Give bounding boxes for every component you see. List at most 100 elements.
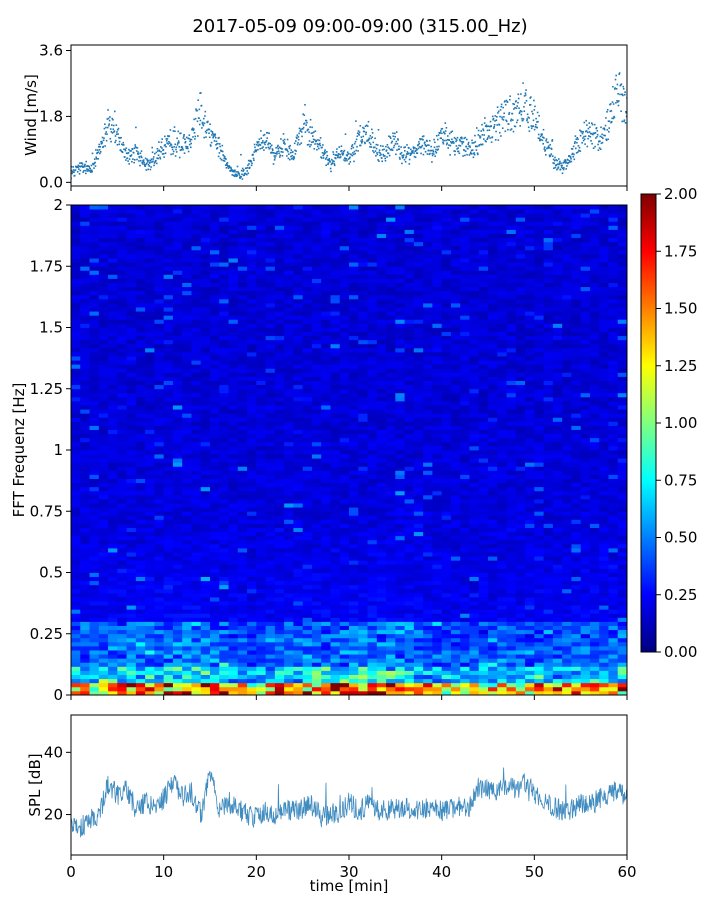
heatmap-cell	[117, 637, 127, 643]
wind-point	[292, 151, 294, 153]
wind-point	[159, 156, 161, 159]
wind-point	[130, 150, 132, 152]
wind-point	[274, 155, 277, 157]
heatmap-cell	[98, 307, 109, 312]
wind-point	[504, 103, 507, 106]
heatmap-cell	[200, 258, 211, 263]
heatmap-cell	[80, 576, 90, 582]
heatmap-cell	[293, 311, 304, 316]
heatmap-cell	[321, 405, 331, 410]
heatmap-cell	[80, 331, 90, 337]
heatmap-cell	[265, 674, 276, 680]
wind-point	[417, 144, 419, 146]
wind-point	[575, 152, 578, 154]
heatmap-cell	[154, 588, 165, 594]
heatmap-cell	[293, 597, 304, 602]
heatmap-cell	[247, 339, 257, 345]
heatmap-cell	[98, 323, 109, 328]
heatmap-cell	[200, 303, 211, 308]
heatmap-cell	[108, 674, 118, 680]
heatmap-cell	[330, 225, 341, 230]
heatmap-cell	[284, 376, 294, 381]
wind-point	[435, 152, 438, 154]
heatmap-cell	[108, 413, 118, 418]
heatmap-cell	[330, 507, 341, 512]
wind-point	[383, 148, 385, 151]
wind-point	[374, 150, 377, 152]
wind-point	[161, 153, 164, 155]
heatmap-cell	[293, 376, 304, 381]
heatmap-cell	[126, 564, 137, 569]
heatmap-cell	[247, 690, 257, 696]
heatmap-cell	[219, 290, 229, 296]
heatmap-cell	[265, 303, 276, 308]
heatmap-cell	[330, 584, 341, 590]
heatmap-cell	[126, 494, 137, 500]
heatmap-cell	[321, 588, 331, 594]
heatmap-cell	[311, 401, 322, 406]
wind-point	[217, 155, 220, 158]
heatmap-cell	[311, 568, 322, 573]
heatmap-cell	[284, 637, 294, 643]
heatmap-cell	[247, 429, 257, 435]
wind-point	[281, 155, 284, 157]
heatmap-cell	[200, 592, 211, 598]
wind-point	[191, 128, 194, 130]
heatmap-cell	[330, 445, 341, 451]
heatmap-cell	[191, 372, 202, 377]
heatmap-cell	[89, 641, 100, 647]
heatmap-cell	[311, 258, 322, 263]
heatmap-cell	[71, 470, 81, 475]
heatmap-cell	[311, 290, 322, 296]
heatmap-cell	[89, 535, 100, 541]
heatmap-cell	[163, 666, 174, 671]
heatmap-cell	[265, 597, 276, 602]
heatmap-cell	[126, 429, 137, 435]
heatmap-cell	[284, 466, 294, 471]
heatmap-cell	[71, 499, 81, 504]
heatmap-cell	[311, 278, 322, 283]
heatmap-cell	[219, 392, 229, 398]
heatmap-cell	[135, 245, 146, 251]
heatmap-cell	[330, 311, 341, 316]
wind-point	[160, 141, 163, 144]
wind-point	[329, 167, 332, 170]
heatmap-cell	[154, 609, 165, 614]
wind-point	[189, 138, 192, 141]
heatmap-cell	[98, 641, 109, 647]
heatmap-cell	[98, 217, 109, 222]
heatmap-cell	[154, 339, 165, 345]
heatmap-cell	[182, 621, 192, 626]
heatmap-cell	[163, 584, 174, 590]
heatmap-cell	[163, 376, 174, 381]
heatmap-cell	[237, 588, 248, 594]
heatmap-cell	[163, 658, 174, 663]
heatmap-cell	[172, 646, 183, 651]
heatmap-cell	[330, 217, 341, 222]
heatmap-cell	[219, 352, 229, 357]
heatmap-cell	[135, 266, 146, 271]
wind-point	[479, 136, 482, 138]
wind-point	[289, 158, 291, 161]
heatmap-cell	[321, 282, 331, 288]
wind-point	[282, 151, 284, 153]
heatmap-cell	[237, 592, 248, 598]
heatmap-cell	[163, 670, 174, 675]
heatmap-cell	[117, 237, 127, 243]
wind-point	[590, 133, 593, 135]
heatmap-cell	[330, 347, 341, 353]
heatmap-cell	[191, 225, 202, 230]
heatmap-cell	[71, 262, 81, 267]
heatmap-cell	[284, 560, 294, 565]
heatmap-cell	[219, 682, 229, 688]
heatmap-cell	[210, 466, 220, 471]
heatmap-cell	[293, 274, 304, 279]
heatmap-cell	[330, 270, 341, 275]
heatmap-cell	[154, 205, 165, 210]
heatmap-cell	[98, 209, 109, 214]
heatmap-cell	[191, 364, 202, 369]
heatmap-cell	[200, 474, 211, 479]
heatmap-cell	[200, 401, 211, 406]
wind-point	[536, 121, 538, 123]
heatmap-cell	[265, 523, 276, 528]
